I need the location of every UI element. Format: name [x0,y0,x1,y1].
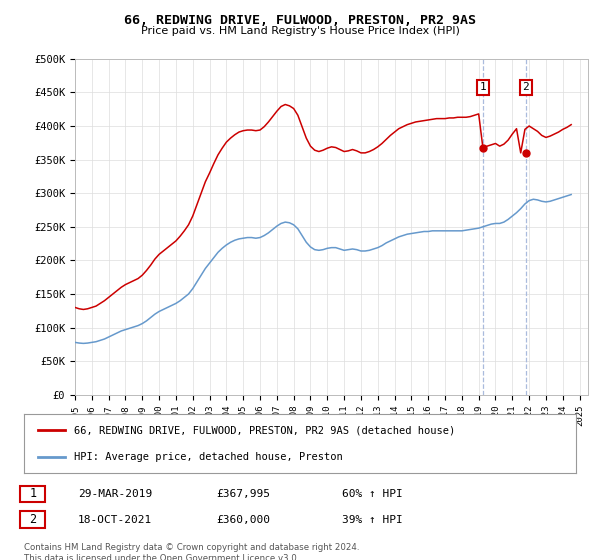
Text: 29-MAR-2019: 29-MAR-2019 [78,489,152,499]
Text: 39% ↑ HPI: 39% ↑ HPI [342,515,403,525]
Text: 1: 1 [479,82,486,92]
Text: 66, REDWING DRIVE, FULWOOD, PRESTON, PR2 9AS (detached house): 66, REDWING DRIVE, FULWOOD, PRESTON, PR2… [74,425,455,435]
Text: Contains HM Land Registry data © Crown copyright and database right 2024.
This d: Contains HM Land Registry data © Crown c… [24,543,359,560]
Text: 2: 2 [523,82,529,92]
Text: 1: 1 [29,487,37,501]
Text: 60% ↑ HPI: 60% ↑ HPI [342,489,403,499]
Text: £360,000: £360,000 [216,515,270,525]
Text: Price paid vs. HM Land Registry's House Price Index (HPI): Price paid vs. HM Land Registry's House … [140,26,460,36]
Text: 66, REDWING DRIVE, FULWOOD, PRESTON, PR2 9AS: 66, REDWING DRIVE, FULWOOD, PRESTON, PR2… [124,14,476,27]
Text: HPI: Average price, detached house, Preston: HPI: Average price, detached house, Pres… [74,452,343,463]
Text: 18-OCT-2021: 18-OCT-2021 [78,515,152,525]
Text: 2: 2 [29,513,37,526]
Text: £367,995: £367,995 [216,489,270,499]
